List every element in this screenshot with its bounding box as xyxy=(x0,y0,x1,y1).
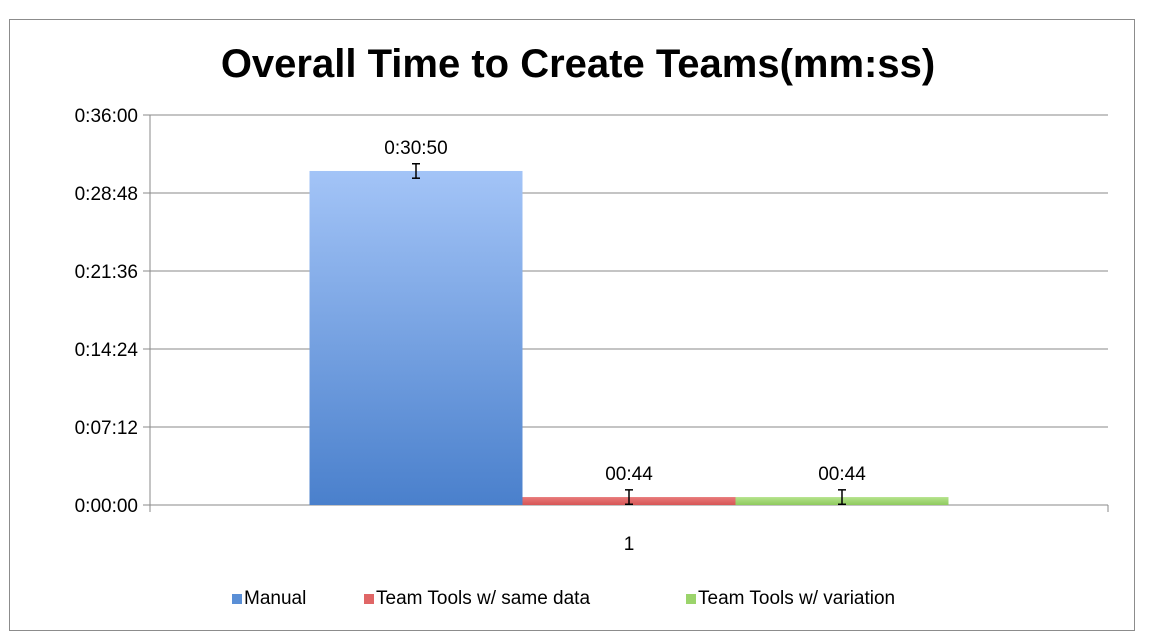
data-label-0: 0:30:50 xyxy=(384,138,447,159)
chart-frame xyxy=(9,19,1135,631)
y-tick-label: 0:28:48 xyxy=(75,184,138,205)
chart-title: Overall Time to Create Teams(mm:ss) xyxy=(220,42,936,86)
data-labels: 0:30:50 00:44 00:44 xyxy=(384,138,866,485)
x-tick-label: 1 xyxy=(624,534,635,555)
y-tick-label: 0:21:36 xyxy=(75,262,138,283)
legend-swatch-2 xyxy=(686,594,696,604)
gridlines xyxy=(150,114,1108,428)
legend-label-1: Team Tools w/ same data xyxy=(376,588,590,609)
data-label-2: 00:44 xyxy=(818,464,866,485)
legend-label-2: Team Tools w/ variation xyxy=(698,588,895,609)
legend: Manual Team Tools w/ same data Team Tools … xyxy=(232,588,895,609)
legend-swatch-0 xyxy=(232,594,242,604)
bars xyxy=(309,163,949,506)
legend-label-0: Manual xyxy=(244,588,306,609)
y-tick-label: 0:00:00 xyxy=(75,496,138,517)
legend-swatch-1 xyxy=(364,594,374,604)
bar-0 xyxy=(309,170,523,505)
y-tick-label: 0:07:12 xyxy=(75,418,138,439)
y-tick-label: 0:14:24 xyxy=(75,340,139,361)
axes: 0:00:00 0:07:12 0:14:24 0:21:36 0:28:48 0:36:… xyxy=(75,106,1109,555)
data-label-1: 00:44 xyxy=(605,464,653,485)
y-tick-label: 0:36:00 xyxy=(75,106,138,127)
